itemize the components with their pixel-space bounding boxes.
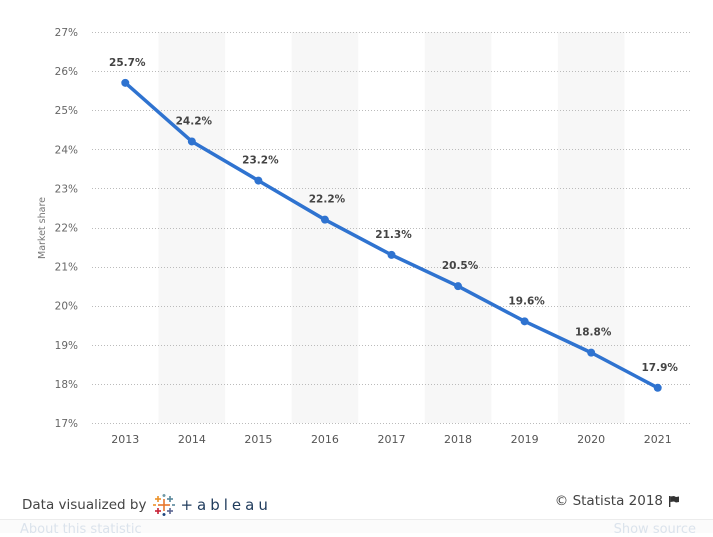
- bottom-bar: [0, 520, 713, 533]
- x-tick-label: 2016: [311, 433, 339, 446]
- x-tick-label: 2014: [178, 433, 206, 446]
- tableau-credit[interactable]: Data visualized by: [22, 493, 272, 517]
- x-axis-ticks: 2013 2014 2015 2016 2017 2018 2019 2020 2021: [111, 433, 671, 446]
- gridlines: [92, 32, 691, 424]
- y-tick-label: 22%: [55, 223, 78, 235]
- category-band: [158, 32, 226, 423]
- y-tick-label: 25%: [55, 105, 78, 117]
- line-chart: 17%18%19%20%21%22%23%24%25%26%27% 2013 20…: [37, 27, 691, 446]
- y-tick-label: 20%: [55, 301, 78, 313]
- data-label: 22.2%: [309, 194, 346, 206]
- data-point[interactable]: [520, 317, 529, 326]
- x-tick-label: 2017: [378, 433, 406, 446]
- data-label: 20.5%: [442, 260, 479, 272]
- data-labels: 25.7% 24.2% 23.2% 22.2% 21.3% 20.5% 19.6% 18.8%…: [109, 57, 678, 374]
- copyright-text: © Statista 2018: [554, 493, 663, 509]
- y-tick-label: 19%: [55, 340, 78, 352]
- y-axis-label: Market share: [37, 197, 48, 259]
- category-band: [557, 32, 625, 423]
- data-point[interactable]: [587, 348, 596, 357]
- x-tick-label: 2013: [111, 433, 139, 446]
- data-label: 17.9%: [642, 362, 679, 374]
- y-tick-label: 18%: [55, 379, 78, 391]
- data-label: 24.2%: [176, 115, 213, 127]
- data-point[interactable]: [121, 78, 130, 87]
- y-tick-label: 24%: [55, 144, 78, 156]
- y-tick-label: 17%: [55, 418, 78, 430]
- x-tick-label: 2015: [244, 433, 272, 446]
- credit-text: Data visualized by: [22, 497, 147, 513]
- tableau-logo-icon: [152, 493, 176, 517]
- data-point[interactable]: [320, 215, 329, 224]
- data-point[interactable]: [387, 250, 396, 259]
- x-tick-label: 2020: [577, 433, 605, 446]
- y-axis-ticks: 17% 18% 19% 20% 21% 22% 23% 24% 25% 26% 27%: [55, 27, 78, 430]
- tableau-wordmark: +ableau: [180, 496, 272, 514]
- x-tick-label: 2021: [644, 433, 672, 446]
- data-label: 21.3%: [375, 229, 412, 241]
- y-tick-label: 23%: [55, 183, 78, 195]
- series-market-share: [121, 78, 662, 392]
- flag-icon[interactable]: [668, 495, 680, 507]
- data-label: 19.6%: [508, 295, 545, 307]
- show-source-link[interactable]: Show source: [613, 522, 696, 537]
- category-band: [424, 32, 492, 423]
- data-point[interactable]: [454, 282, 463, 291]
- data-label: 25.7%: [109, 57, 146, 69]
- y-tick-label: 26%: [55, 66, 78, 78]
- data-point[interactable]: [254, 176, 263, 185]
- about-statistic-link[interactable]: About this statistic: [20, 522, 142, 537]
- y-tick-label: 21%: [55, 262, 78, 274]
- statista-copyright[interactable]: © Statista 2018: [555, 493, 680, 509]
- footer: Data visualized by: [0, 470, 713, 537]
- y-tick-label: 27%: [55, 27, 78, 39]
- x-tick-label: 2019: [511, 433, 539, 446]
- data-label: 18.8%: [575, 327, 612, 339]
- category-band: [291, 32, 359, 423]
- category-bands: [158, 32, 625, 423]
- data-point[interactable]: [187, 137, 196, 146]
- x-tick-label: 2018: [444, 433, 472, 446]
- data-label: 23.2%: [242, 155, 279, 167]
- footer-divider: [0, 519, 713, 520]
- data-point[interactable]: [653, 383, 662, 392]
